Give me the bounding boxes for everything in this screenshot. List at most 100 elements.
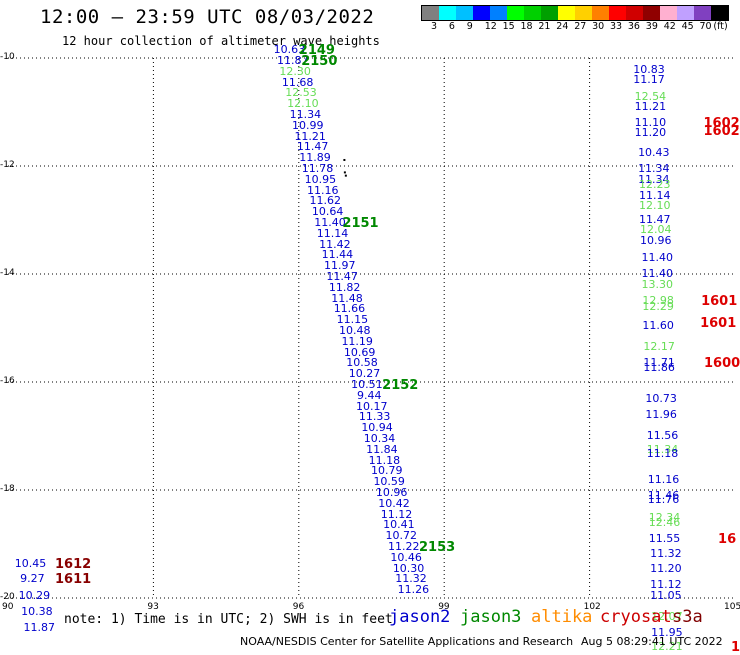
wave-height-label: 11.48 — [331, 291, 363, 305]
color-swatch — [456, 6, 473, 20]
color-swatch — [592, 6, 609, 20]
wave-height-label: 10.34 — [363, 432, 396, 446]
wave-height-label: 10.63 — [273, 43, 306, 57]
wave-height-label: 11.05 — [650, 588, 682, 602]
wave-height-label: 10.41 — [383, 518, 415, 532]
pass-number-label: 2149 — [298, 42, 335, 58]
color-scale-label: 24 — [556, 21, 569, 32]
wave-height-label: 10.96 — [640, 233, 672, 247]
latitude-tick-label: -18 — [0, 484, 15, 494]
pass-number-label: 1600 — [704, 356, 740, 372]
wave-height-label: 10.29 — [18, 588, 51, 602]
color-swatch — [490, 6, 507, 20]
wave-height-label: 10.42 — [378, 496, 410, 510]
grid-lines — [8, 57, 735, 599]
generated-timestamp: Aug 5 08:29:41 UTC 2022 — [581, 635, 723, 648]
color-scale-label: 39 — [645, 21, 658, 32]
wave-height-label: 11.15 — [336, 313, 369, 327]
wave-height-label: 11.17 — [633, 72, 665, 86]
wave-height-label: 11.82 — [328, 280, 361, 294]
wave-height-label: 12.07 — [651, 610, 683, 624]
color-scale-label: 36 — [627, 21, 640, 32]
wave-height-label: 10.48 — [339, 324, 371, 338]
wave-height-label: 11.18 — [368, 453, 401, 467]
wave-height-label: 11.14 — [639, 189, 671, 203]
latitude-tick-label: -14 — [0, 268, 15, 278]
wave-height-label: 11.44 — [321, 248, 354, 262]
longitude-tick-label: 99 — [438, 602, 450, 612]
wave-height-label: 10.69 — [343, 345, 376, 359]
latitude-tick-label: -20 — [0, 592, 15, 602]
color-scale-label: (ft) — [713, 21, 728, 32]
pass-number-label: 1612 — [55, 557, 92, 573]
color-swatch — [643, 6, 660, 20]
pass-number-label: 2150 — [301, 54, 338, 70]
wave-height-label: 11.55 — [648, 531, 681, 545]
color-scale-label: 12 — [484, 21, 497, 32]
wave-height-label: 12.17 — [643, 340, 675, 354]
color-swatch — [422, 6, 439, 20]
color-scale-label: 30 — [592, 21, 605, 32]
pass-number-label: 2153 — [418, 540, 456, 556]
longitude-tick-label: 93 — [147, 602, 159, 612]
wave-height-label: 11.89 — [299, 151, 331, 165]
wave-height-label: 11.87 — [23, 621, 56, 635]
pass-number-label: 2151 — [342, 216, 379, 232]
wave-height-label: 12.21 — [651, 639, 683, 653]
color-swatch — [541, 6, 558, 20]
pass-number-label: 2152 — [382, 378, 419, 394]
wave-height-label: 10.99 — [292, 118, 324, 132]
wave-height-label: 10.45 — [14, 557, 47, 571]
color-swatch — [660, 6, 677, 20]
wave-height-label: 10.30 — [392, 561, 425, 575]
color-swatch — [711, 6, 728, 20]
wave-height-label: 11.20 — [634, 125, 667, 139]
wave-height-label: 11.71 — [643, 356, 675, 370]
wave-height-label: 10.95 — [304, 172, 337, 186]
color-swatch — [439, 6, 456, 20]
color-scale-labels: 3 6 9 12 15 18 21 24 27 30 33 36 39 42 45 70 (ft) — [421, 21, 740, 33]
color-scale-label: 42 — [663, 21, 676, 32]
wave-height-label: 10.43 — [638, 145, 670, 159]
wave-height-label: 11.62 — [309, 194, 341, 208]
wave-height-label: 11.96 — [645, 407, 677, 421]
map-subtitle: 12 hour collection of altimeter wave hei… — [62, 34, 380, 48]
wave-height-label: 12.98 — [642, 294, 674, 308]
wave-height-label: 11.18 — [646, 447, 679, 461]
longitude-tick-label: 96 — [292, 602, 305, 612]
wave-height-label: 11.34 — [289, 108, 322, 122]
coastline-marks — [343, 158, 347, 177]
wave-height-label: 11.26 — [397, 583, 430, 597]
legend-item-s3a: s3a — [672, 607, 703, 627]
wave-height-label: 11.40 — [314, 216, 346, 230]
wave-height-label: 11.68 — [281, 75, 314, 89]
wave-height-label: 10.17 — [355, 399, 388, 413]
legend-item-altika: altika — [531, 607, 593, 627]
wave-height-label: 12.30 — [279, 64, 311, 78]
pass-number-label: 1611 — [55, 572, 92, 588]
color-swatch — [507, 6, 524, 20]
wave-height-label: 11.10 — [634, 116, 667, 130]
color-swatch — [694, 6, 711, 20]
wave-height-label: 11.40 — [641, 267, 673, 281]
color-scale-label: 9 — [466, 21, 473, 32]
color-swatch — [524, 6, 541, 20]
wave-height-label: 11.21 — [634, 99, 667, 113]
wave-height-label: 10.72 — [385, 529, 418, 543]
note-text: note: 1) Time is in UTC; 2) SWH is in fe… — [64, 612, 393, 627]
wave-height-label: 10.58 — [346, 356, 378, 370]
wave-height-label: 10.64 — [311, 205, 344, 219]
color-scale-label: 27 — [574, 21, 587, 32]
wave-height-label: 9.27 — [20, 572, 45, 586]
wave-height-label: 10.51 — [351, 378, 383, 392]
latitude-tick-label: -10 — [0, 52, 15, 62]
color-swatch — [473, 6, 490, 20]
wave-height-label: 10.96 — [375, 486, 408, 500]
latitude-tick-label: -16 — [0, 376, 15, 386]
wave-height-label: 11.87 — [276, 54, 309, 68]
wave-height-label: 11.66 — [333, 302, 366, 316]
wave-height-label: 12.04 — [640, 223, 672, 237]
island-mark — [343, 171, 346, 174]
wave-height-label: 11.20 — [650, 561, 682, 575]
wave-height-label: 11.47 — [326, 270, 358, 284]
